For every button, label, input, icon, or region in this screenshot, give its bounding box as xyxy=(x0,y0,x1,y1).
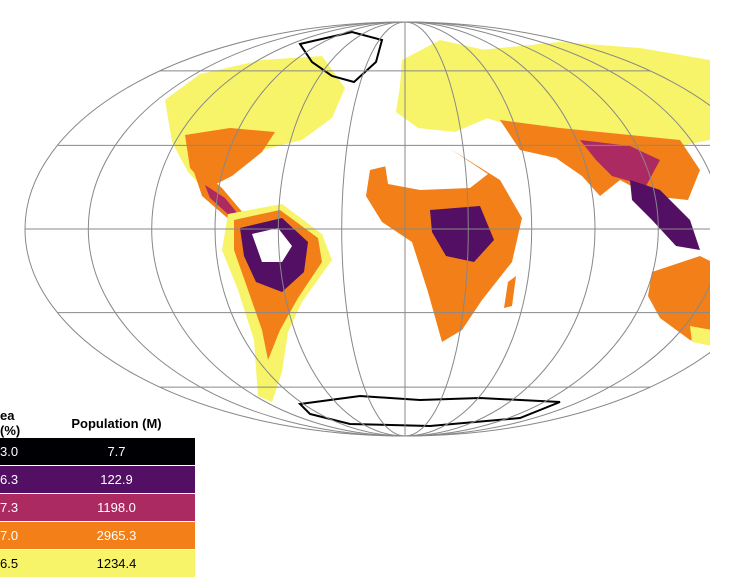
cell: 2965.3 xyxy=(38,521,195,550)
amazon-gap xyxy=(252,228,292,262)
asia xyxy=(480,42,710,150)
land xyxy=(165,40,710,402)
australia xyxy=(648,256,710,346)
row: 6.3 122.9 xyxy=(0,465,195,494)
projection xyxy=(24,21,710,437)
europe xyxy=(396,40,488,132)
north-america-south xyxy=(185,128,275,188)
cell: 1198.0 xyxy=(38,493,195,522)
australia-rim xyxy=(690,326,710,346)
cell: 6.5 xyxy=(0,549,38,578)
row: 3.0 7.7 xyxy=(0,438,195,466)
cell: 3.0 xyxy=(0,438,38,466)
africa-core xyxy=(430,206,494,262)
southeast-asia xyxy=(630,180,700,250)
map xyxy=(24,21,710,437)
legend-table: ea (%) Population (M) 3.0 7.7 6.3 122.9 … xyxy=(0,408,195,578)
cell: 7.0 xyxy=(0,521,38,550)
page: {"table": {"headers": ["ea (%)", "Popula… xyxy=(0,21,710,578)
row: 7.0 2965.3 xyxy=(0,521,195,550)
cell: 122.9 xyxy=(38,465,195,494)
cell: 7.3 xyxy=(0,493,38,522)
greenland xyxy=(298,30,384,84)
row: 6.5 1234.4 xyxy=(0,549,195,578)
cell: 7.7 xyxy=(38,438,195,466)
cell: 6.3 xyxy=(0,465,38,494)
header-row: ea (%) Population (M) xyxy=(0,408,195,438)
central-america-inner xyxy=(205,185,238,216)
header-cell: ea (%) xyxy=(0,408,21,438)
sahara xyxy=(384,150,488,190)
header-cell: Population (M) xyxy=(71,415,162,431)
row: 7.3 1198.0 xyxy=(0,493,195,522)
graticule xyxy=(24,21,710,437)
madagascar xyxy=(504,276,516,308)
cell: 1234.4 xyxy=(38,549,195,578)
